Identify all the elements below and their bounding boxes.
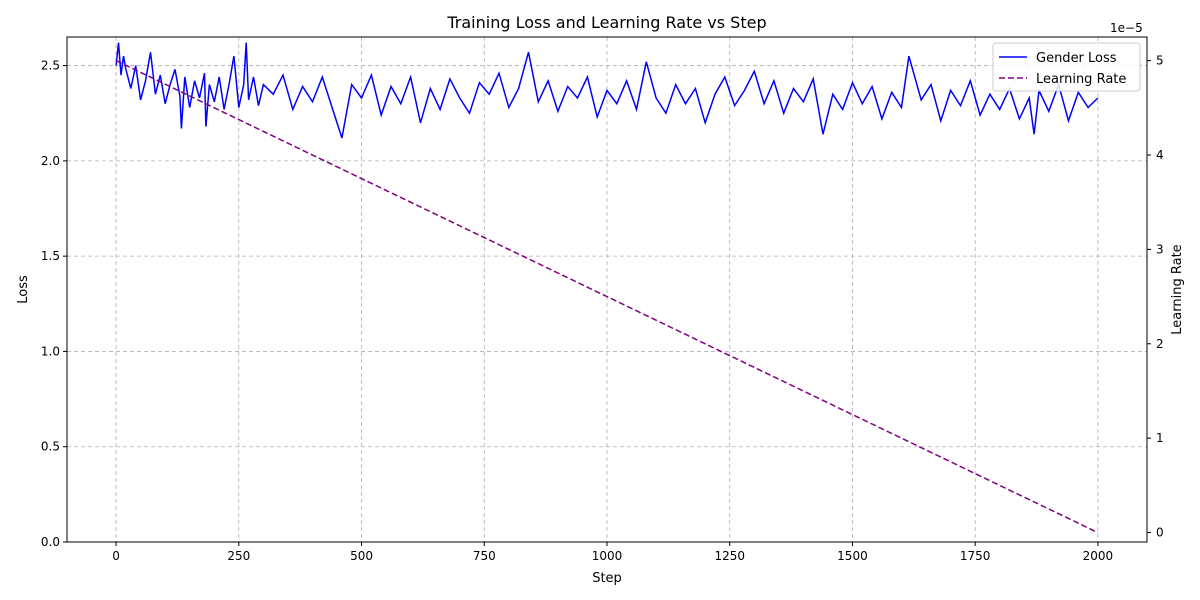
- y2-tick-label: 5: [1156, 54, 1164, 68]
- x-tick-label: 500: [350, 549, 373, 563]
- y2-offset-text: 1e−5: [1110, 21, 1143, 35]
- y-tick-label: 2.5: [41, 59, 60, 73]
- y-tick-label: 2.0: [41, 154, 60, 168]
- x-tick-label: 1000: [592, 549, 623, 563]
- y2-tick-label: 0: [1156, 526, 1164, 540]
- y2-tick-label: 3: [1156, 242, 1164, 256]
- y-tick-label: 1.5: [41, 249, 60, 263]
- legend-label-gender-loss: Gender Loss: [1036, 51, 1117, 66]
- x-tick-label: 2000: [1083, 549, 1114, 563]
- y2-tick-label: 2: [1156, 337, 1164, 351]
- y-tick-label: 0.5: [41, 440, 60, 454]
- series-line-learning-rate: [115, 59, 1099, 534]
- legend-box: [992, 42, 1141, 92]
- legend-label-learning-rate: Learning Rate: [1036, 72, 1126, 87]
- y-axis-label: Loss: [16, 275, 31, 304]
- y2-axis-ticks: 0 1 2 3 4 5: [1147, 54, 1164, 540]
- series-line-gender-loss: [115, 42, 1099, 139]
- x-axis-ticks: 0 250 500 750 1000 1250 1500 1750 2000: [112, 542, 1113, 563]
- y2-tick-label: 1: [1156, 431, 1164, 445]
- legend: Gender Loss Learning Rate: [992, 42, 1141, 92]
- x-tick-label: 1500: [837, 549, 868, 563]
- x-axis-label: Step: [592, 571, 622, 586]
- y-axis-ticks: 0.0 0.5 1.0 1.5 2.0 2.5: [41, 59, 67, 549]
- y2-axis-label: Learning Rate: [1170, 244, 1185, 334]
- y-tick-label: 1.0: [41, 344, 60, 358]
- chart-title: Training Loss and Learning Rate vs Step: [446, 13, 766, 32]
- x-tick-label: 1250: [714, 549, 745, 563]
- series-layer: [115, 42, 1099, 534]
- x-tick-label: 750: [473, 549, 496, 563]
- x-tick-label: 1750: [960, 549, 991, 563]
- x-tick-label: 250: [227, 549, 250, 563]
- y2-tick-label: 4: [1156, 148, 1164, 162]
- x-tick-label: 0: [112, 549, 120, 563]
- y-tick-label: 0.0: [41, 535, 60, 549]
